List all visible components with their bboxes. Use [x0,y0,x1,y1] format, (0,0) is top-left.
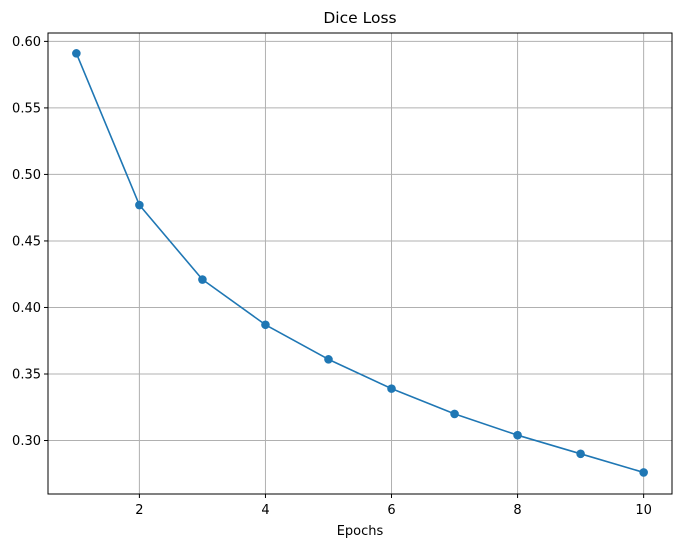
y-tick-label: 0.55 [12,101,41,116]
data-point-marker [450,409,459,419]
series-layer [72,49,648,477]
x-axis-ticks: 2 4 6 8 10 [135,494,652,518]
data-point-marker [72,49,81,58]
grid-lines [48,33,672,494]
data-point-marker [198,275,207,284]
y-tick-label: 0.30 [12,434,41,449]
y-tick-label: 0.35 [12,367,41,382]
y-tick-label: 0.50 [12,168,41,183]
chart-title: Dice Loss [323,9,396,27]
x-tick-label: 6 [387,503,395,518]
data-point-marker [135,200,144,210]
x-axis-title: Epochs [337,524,384,539]
data-point-marker [639,468,648,477]
data-point-marker [324,355,333,364]
data-point-marker [576,449,585,459]
series-line [75,53,644,474]
data-point-marker [513,430,522,440]
y-tick-label: 0.45 [12,234,41,249]
data-point-marker [261,320,270,330]
y-tick-label: 0.40 [12,301,41,316]
plot-area-frame [47,32,673,495]
y-axis-ticks: 0.30 0.35 0.40 0.45 0.50 0.55 0.60 [12,35,48,449]
x-tick-label: 10 [635,503,652,518]
x-tick-label: 2 [135,503,143,518]
data-point-marker [387,384,396,393]
x-tick-label: 4 [261,503,269,518]
x-tick-label: 8 [513,503,521,518]
y-tick-label: 0.60 [12,35,41,50]
